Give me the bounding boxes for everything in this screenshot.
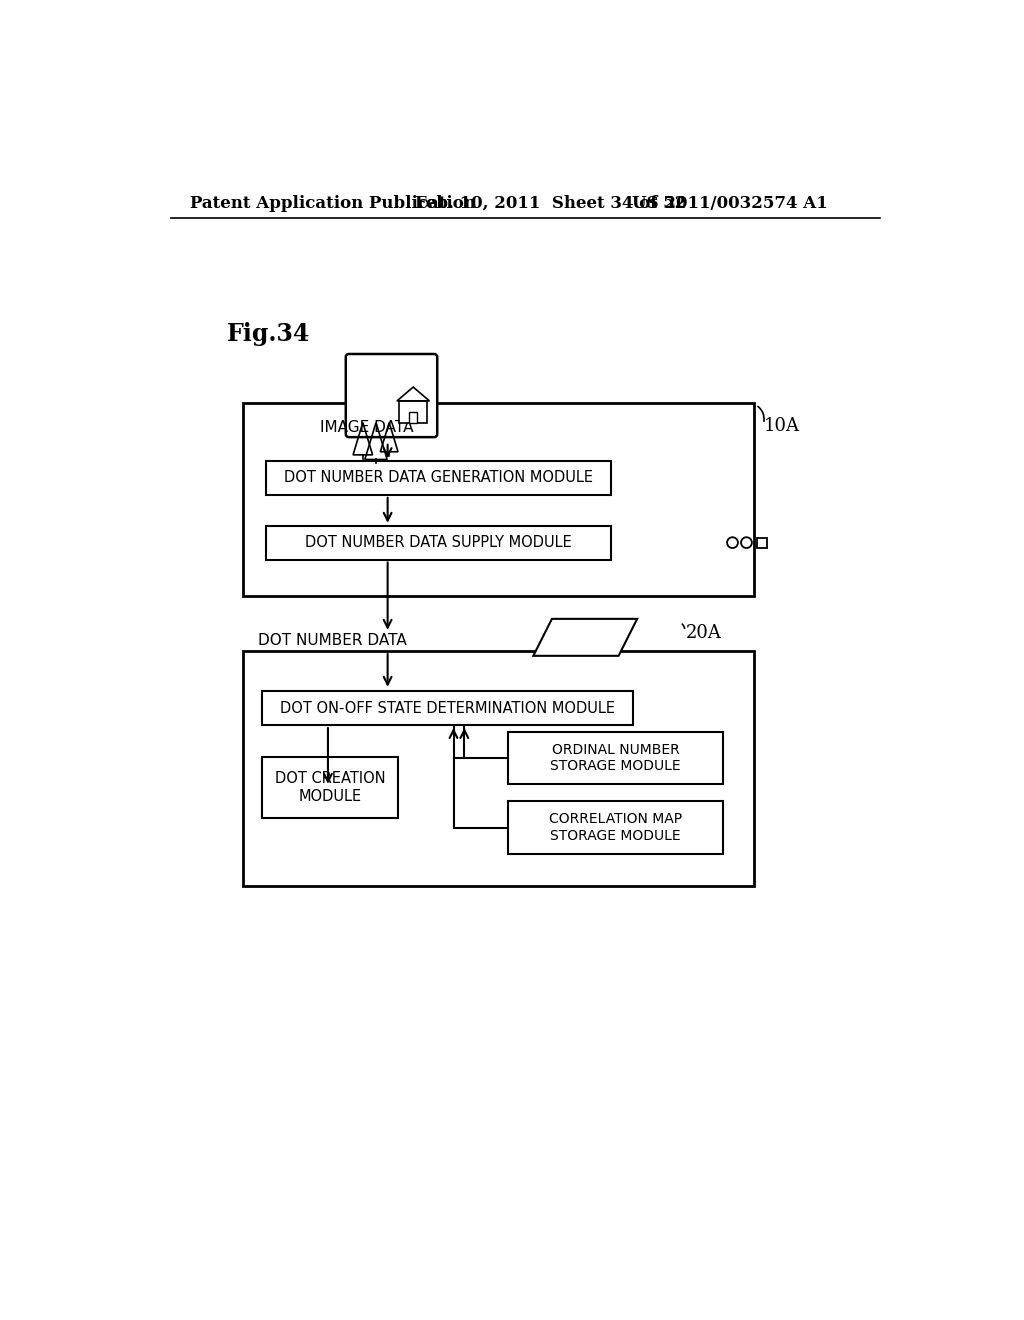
Text: ORDINAL NUMBER
STORAGE MODULE: ORDINAL NUMBER STORAGE MODULE	[550, 743, 681, 774]
Bar	[262, 692, 633, 725]
Text: DOT CREATION
MODULE: DOT CREATION MODULE	[274, 771, 385, 804]
Bar	[266, 525, 611, 560]
Bar	[508, 733, 723, 784]
Bar	[266, 461, 611, 495]
Bar	[399, 401, 427, 422]
FancyBboxPatch shape	[346, 354, 437, 437]
Text: DOT NUMBER DATA: DOT NUMBER DATA	[258, 632, 407, 648]
Text: CORRELATION MAP
STORAGE MODULE: CORRELATION MAP STORAGE MODULE	[549, 812, 682, 842]
Bar	[243, 651, 755, 886]
Text: US 2011/0032574 A1: US 2011/0032574 A1	[632, 194, 827, 211]
Text: IMAGE DATA: IMAGE DATA	[321, 420, 414, 436]
Text: Feb. 10, 2011  Sheet 34 of 52: Feb. 10, 2011 Sheet 34 of 52	[415, 194, 686, 211]
Text: DOT ON-OFF STATE DETERMINATION MODULE: DOT ON-OFF STATE DETERMINATION MODULE	[280, 701, 614, 715]
Bar	[508, 801, 723, 854]
Text: DOT NUMBER DATA SUPPLY MODULE: DOT NUMBER DATA SUPPLY MODULE	[305, 535, 571, 550]
Bar	[410, 412, 417, 422]
Polygon shape	[534, 619, 637, 656]
Bar	[758, 539, 767, 548]
Bar	[243, 404, 755, 595]
Bar	[262, 758, 397, 817]
Text: 20A: 20A	[686, 624, 722, 642]
Text: DOT NUMBER DATA GENERATION MODULE: DOT NUMBER DATA GENERATION MODULE	[284, 470, 593, 486]
Text: Patent Application Publication: Patent Application Publication	[190, 194, 476, 211]
Text: Fig.34: Fig.34	[227, 322, 310, 346]
Text: 10A: 10A	[764, 417, 800, 436]
